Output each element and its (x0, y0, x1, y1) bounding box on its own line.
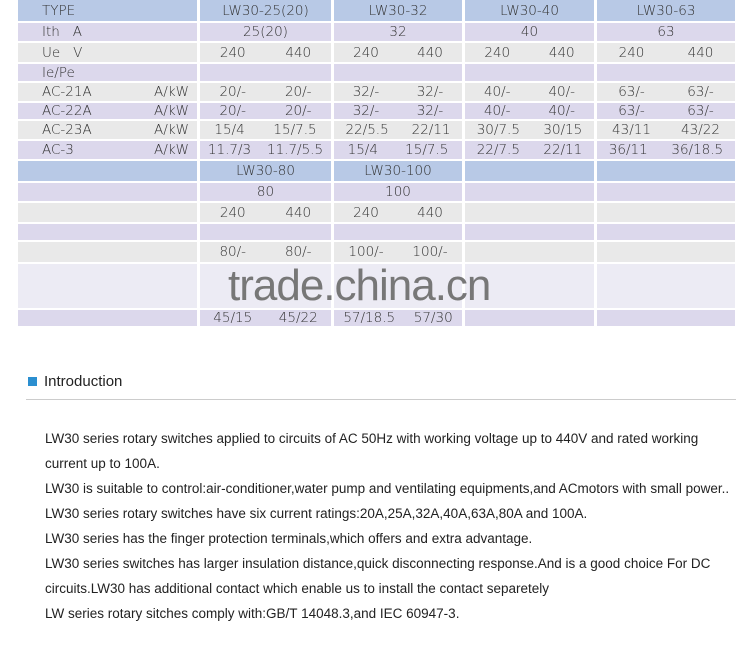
header-row: TYPE LW30-25(20) LW30-32 LW30-40 LW30-63 (18, 0, 735, 23)
paragraph: LW30 series switches has larger insulati… (45, 556, 711, 596)
spec-row: AC-22A A/kW 20/- 20/- 32/- 32/- 40/- 40/- 63/- 63… (18, 103, 735, 121)
ue-label: Ue V (18, 43, 200, 64)
model-header: LW30-25(20) (200, 0, 334, 23)
model-header: LW30-80 (200, 161, 334, 183)
ith-label: Ith A (18, 23, 200, 43)
type-header: TYPE (18, 0, 200, 23)
row-label: AC-21A A/kW (18, 83, 200, 103)
cell: 80 (200, 183, 334, 203)
model-header: LW30-32 (334, 0, 465, 23)
cell: 36/11 36/18.5 (597, 141, 735, 161)
cell: 45/15 45/22 (200, 310, 334, 328)
cell: 40/- 40/- (465, 103, 597, 121)
cell: 32/- 32/- (334, 103, 465, 121)
square-bullet-icon (28, 377, 37, 386)
cell: 43/11 43/22 (597, 121, 735, 141)
watermark-band: trade.china.cn (18, 264, 735, 310)
spec-row: AC-21A A/kW 20/- 20/- 32/- 32/- 40/- 40/- 63/- 63… (18, 83, 735, 103)
section-heading: Introduction (28, 372, 122, 392)
cell: 40/- 40/- (465, 83, 597, 103)
iepe-label: Ie/Pe (18, 64, 200, 83)
ue-row-2: 240 440 240 440 (18, 203, 735, 224)
ac3-row-2: 45/15 45/22 57/18.5 57/30 (18, 310, 735, 328)
cell: 57/18.5 57/30 (334, 310, 465, 328)
model-header: LW30-63 (597, 0, 735, 23)
cell: 30/7.5 30/15 (465, 121, 597, 141)
ue-row: Ue V 240 440 240 440 240 440 240 440 (18, 43, 735, 64)
cell: 63 (597, 23, 735, 43)
cell: 32/- 32/- (334, 83, 465, 103)
cell: 240 440 (334, 203, 465, 224)
intro-body: LW30 series rotary switches applied to c… (45, 426, 735, 626)
paragraph: LW30 series rotary switches applied to c… (45, 431, 699, 471)
paragraph: LW30 is suitable to control:air-conditio… (45, 481, 730, 496)
cell: 40 (465, 23, 597, 43)
model-header: LW30-40 (465, 0, 597, 23)
divider (26, 399, 736, 400)
ith-row-2: 80 100 (18, 183, 735, 203)
cell: 32 (334, 23, 465, 43)
watermark: trade.china.cn (228, 261, 491, 310)
paragraph: LW30 series rotary switches have six cur… (45, 506, 588, 521)
model-header: LW30-100 (334, 161, 465, 183)
paragraph: LW series rotary sitches comply with:GB/… (45, 606, 460, 621)
cell: 240 440 (597, 43, 735, 64)
ith-row: Ith A 25(20) 32 40 63 (18, 23, 735, 43)
row-label: AC-3 A/kW (18, 141, 200, 161)
spec-row: AC-3 A/kW 11.7/3 11.7/5.5 15/4 15/7.5 22/7.5 22… (18, 141, 735, 161)
cell: 63/- 63/- (597, 83, 735, 103)
cell: 80/- 80/- (200, 242, 334, 264)
row-label: AC-22A A/kW (18, 103, 200, 121)
cell: 20/- 20/- (200, 103, 334, 121)
ac21a-row-2: 80/- 80/- 100/- 100/- (18, 242, 735, 264)
section-title: Introduction (44, 373, 123, 390)
cell: 63/- 63/- (597, 103, 735, 121)
cell: 240 440 (200, 203, 334, 224)
cell: 240 440 (465, 43, 597, 64)
cell: 22/5.5 22/11 (334, 121, 465, 141)
header-row-2: LW30-80 LW30-100 (18, 161, 735, 183)
specs-table: TYPE LW30-25(20) LW30-32 LW30-40 LW30-63… (18, 0, 735, 328)
spec-row: AC-23A A/kW 15/4 15/7.5 22/5.5 22/11 30/7.5 30/… (18, 121, 735, 141)
cell: 240 440 (334, 43, 465, 64)
cell: 15/4 15/7.5 (334, 141, 465, 161)
cell: 240 440 (200, 43, 334, 64)
cell: 100 (334, 183, 465, 203)
cell: 11.7/3 11.7/5.5 (200, 141, 334, 161)
cell: 25(20) (200, 23, 334, 43)
cell: 20/- 20/- (200, 83, 334, 103)
row-label: AC-23A A/kW (18, 121, 200, 141)
paragraph: LW30 series has the finger protection te… (45, 531, 533, 546)
cell: 100/- 100/- (334, 242, 465, 264)
cell: 15/4 15/7.5 (200, 121, 334, 141)
iepe-row: Ie/Pe (18, 64, 735, 83)
cell: 22/7.5 22/11 (465, 141, 597, 161)
